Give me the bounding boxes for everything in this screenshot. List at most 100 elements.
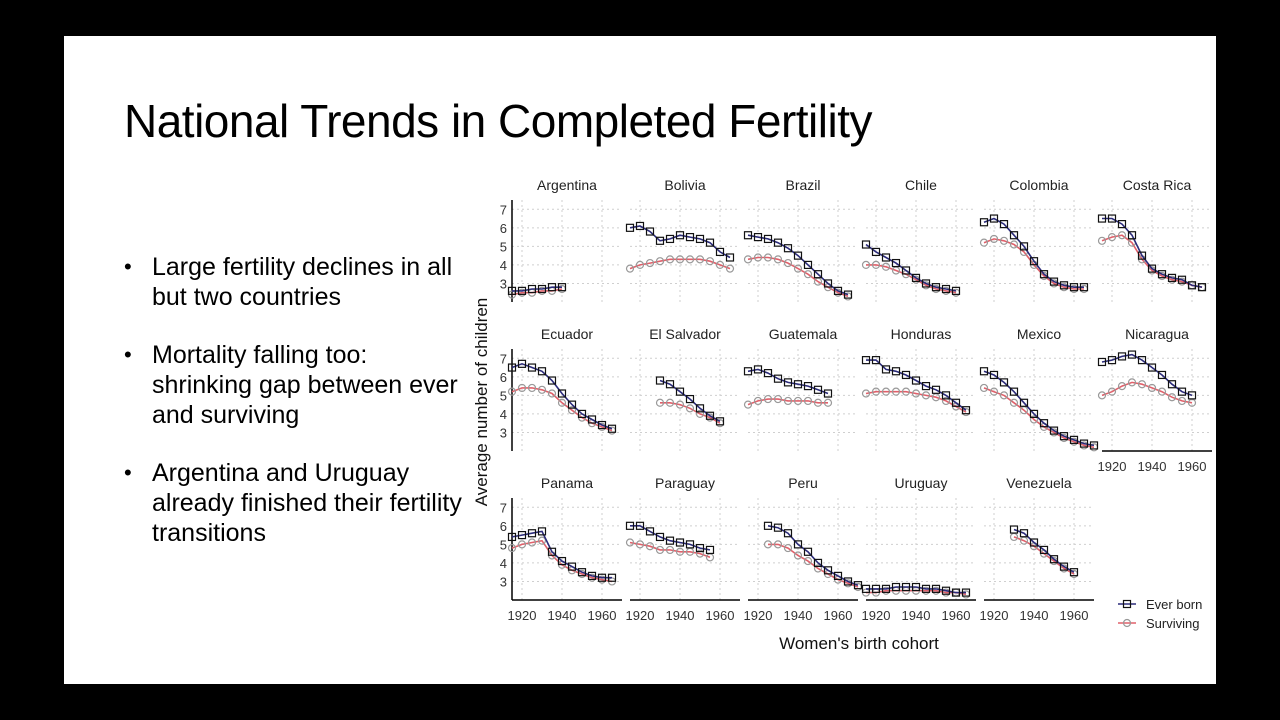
data-point-ever-born [891, 582, 901, 592]
data-point-ever-born [1059, 562, 1069, 571]
facet-panel-guatemala: Guatemala [743, 326, 858, 451]
x-tick-label: 1960 [1060, 608, 1089, 623]
data-point-surviving [1117, 381, 1127, 391]
facet-panel-venezuela: Venezuela 1920 1940 1960 [980, 475, 1094, 623]
data-point-ever-born [1019, 242, 1029, 251]
data-point-ever-born [695, 234, 705, 244]
series-line-surviving [768, 543, 859, 588]
data-point-ever-born [1019, 529, 1029, 538]
data-point-surviving [763, 394, 773, 404]
data-point-surviving [537, 536, 547, 545]
facet-panel-mexico: Mexico [979, 326, 1099, 452]
facet-panel-panama: Panama 3 4 5 6 7 1920 1940 1960 [500, 475, 622, 623]
x-tick-label: 1940 [902, 608, 931, 623]
x-axis-title: Women's birth cohort [779, 634, 939, 653]
facet-panel-bolivia: Bolivia [625, 177, 740, 302]
data-point-surviving [773, 540, 783, 549]
facet-title: Chile [905, 177, 937, 193]
data-point-surviving [665, 398, 675, 407]
data-point-ever-born [527, 529, 537, 538]
facet-panel-peru: Peru 1920 1940 1960 [744, 475, 863, 623]
data-point-surviving [763, 540, 773, 549]
data-point-ever-born [507, 286, 517, 295]
y-tick-label: 3 [500, 574, 507, 589]
data-point-surviving [861, 260, 871, 270]
data-point-ever-born [1019, 398, 1029, 407]
data-point-surviving [979, 238, 989, 247]
data-point-ever-born [911, 376, 921, 385]
facet-title: Paraguay [655, 475, 715, 491]
data-point-ever-born [675, 538, 685, 547]
data-point-ever-born [705, 411, 715, 420]
data-point-ever-born [635, 221, 645, 231]
data-point-ever-born [813, 385, 823, 394]
data-point-ever-born [607, 424, 617, 433]
data-point-ever-born [1177, 387, 1187, 396]
facet-title: Argentina [537, 177, 597, 193]
facet-panel-uruguay: Uruguay 1920 1940 1960 [862, 475, 976, 623]
data-point-surviving [871, 387, 881, 396]
data-point-surviving [999, 236, 1009, 245]
y-tick-label: 6 [500, 519, 507, 534]
data-point-ever-born [753, 232, 763, 242]
data-point-surviving [715, 260, 725, 270]
data-point-ever-born [567, 562, 577, 571]
data-point-ever-born [1107, 356, 1117, 365]
data-point-ever-born [547, 283, 557, 292]
data-point-ever-born [557, 389, 567, 398]
x-tick-label: 1920 [1098, 459, 1127, 474]
data-point-ever-born [645, 527, 655, 536]
data-point-ever-born [517, 359, 527, 368]
data-point-ever-born [833, 571, 843, 580]
data-point-ever-born [527, 284, 537, 294]
data-point-ever-born [1039, 419, 1049, 428]
facet-title: Mexico [1017, 326, 1062, 342]
data-point-surviving [537, 385, 547, 394]
facet-panel-argentina: Argentina 3 4 5 6 7 [500, 177, 622, 302]
data-point-surviving [891, 387, 901, 396]
data-point-surviving [625, 538, 635, 547]
data-point-ever-born [675, 387, 685, 396]
y-tick-label: 7 [500, 500, 507, 515]
series-line-ever-born [767, 525, 859, 586]
series-line-surviving [983, 387, 1095, 449]
x-tick-label: 1920 [980, 608, 1009, 623]
data-point-surviving [645, 542, 655, 551]
data-point-ever-born [1177, 275, 1187, 284]
data-point-ever-born [979, 367, 989, 376]
data-point-ever-born [655, 376, 665, 385]
data-point-ever-born [1197, 283, 1207, 292]
data-point-ever-born [577, 568, 587, 577]
data-point-surviving [871, 260, 881, 270]
data-point-ever-born [951, 588, 961, 597]
data-point-ever-born [999, 378, 1009, 387]
data-point-surviving [989, 234, 999, 244]
data-point-ever-born [921, 381, 931, 391]
data-point-ever-born [1029, 409, 1039, 419]
data-point-ever-born [1137, 251, 1147, 260]
x-tick-label: 1940 [784, 608, 813, 623]
slide-title: National Trends in Completed Fertility [124, 95, 873, 147]
data-point-ever-born [803, 260, 813, 270]
facet-title: Honduras [891, 326, 952, 342]
series-line-surviving [866, 264, 957, 294]
data-point-surviving [517, 540, 527, 549]
data-point-ever-born [853, 581, 863, 590]
data-point-surviving [705, 553, 715, 562]
data-point-surviving [1177, 396, 1187, 406]
data-point-ever-born [813, 270, 823, 279]
data-point-ever-born [1049, 277, 1059, 286]
bullet-list: Large fertility declines in all but two … [124, 252, 464, 576]
data-point-ever-born [743, 367, 753, 376]
data-point-surviving [675, 400, 685, 409]
data-point-ever-born [1147, 363, 1157, 372]
data-point-surviving [753, 396, 763, 406]
facet-panel-chile: Chile [861, 177, 976, 302]
data-point-surviving [783, 396, 793, 406]
data-point-surviving [517, 383, 527, 393]
x-tick-label: 1920 [626, 608, 655, 623]
data-point-surviving [813, 398, 823, 407]
data-point-ever-born [517, 286, 527, 295]
data-point-ever-born [901, 370, 911, 380]
data-point-surviving [527, 383, 537, 393]
